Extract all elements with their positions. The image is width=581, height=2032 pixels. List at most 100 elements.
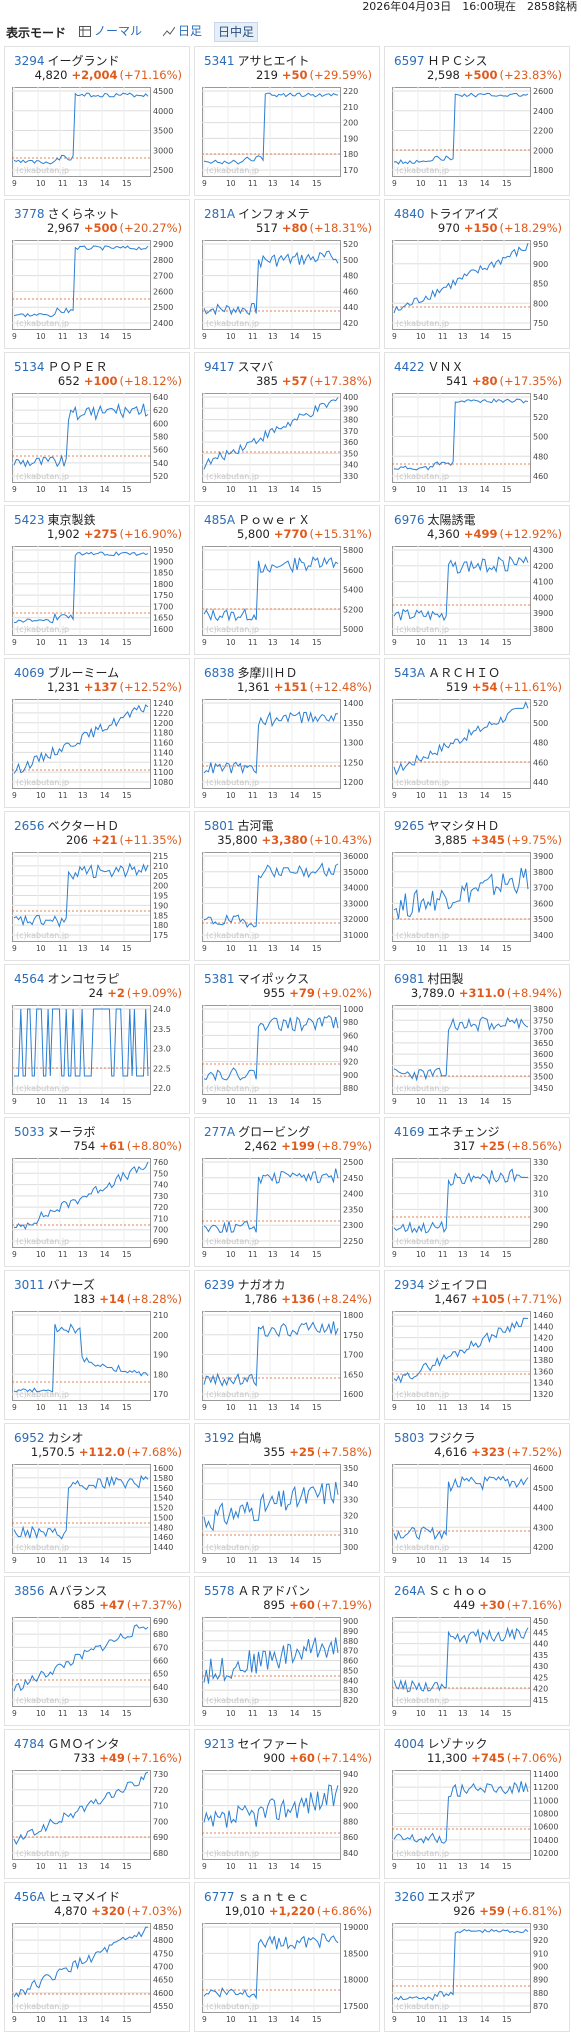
- stock-code-link[interactable]: 2934: [394, 1278, 425, 1292]
- intraday-chart[interactable]: 5800 5600 5400 5200 5000 9 10 11 13 14 15 (c)kabuta…: [202, 543, 374, 650]
- stock-name-link[interactable]: ＨＰＣシス: [427, 54, 488, 68]
- intraday-chart[interactable]: 1400 1350 1300 1250 1200 9 10 11 13 14 15 (c)kabuta…: [202, 696, 374, 803]
- stock-card[interactable]: 5341 アサヒエイト 219 +50 (+29.59%) 220 210 200 190 180…: [194, 46, 380, 196]
- stock-name-link[interactable]: グロービング: [238, 1125, 311, 1139]
- intraday-chart[interactable]: 1000 980 960 940 920 900 880 9 10 11 13 14 15 (c)kabu…: [202, 1002, 374, 1109]
- stock-code-link[interactable]: 456A: [14, 1890, 46, 1904]
- stock-code-link[interactable]: 6981: [394, 972, 425, 986]
- intraday-chart[interactable]: 350 340 330 320 310 300 9 10 11 13 14 15 (c)kabutan.…: [202, 1461, 374, 1568]
- stock-code-link[interactable]: 4069: [14, 666, 45, 680]
- stock-card[interactable]: 485A ＰｏｗｅｒＸ 5,800 +770 (+15.31%) 5800 5600 5400…: [194, 505, 380, 655]
- stock-name-link[interactable]: ＶＮＸ: [427, 360, 464, 374]
- stock-card[interactable]: 5578 ＡＲアドバン 895 +60 (+7.19%) 900 890 880 870 860 8…: [194, 1576, 380, 1726]
- stock-name-link[interactable]: エスポア: [427, 1890, 476, 1904]
- stock-card[interactable]: 9213 セイファート 900 +60 (+7.14%) 940 920 900 880 860 8…: [194, 1729, 380, 1879]
- stock-card[interactable]: 4004 レゾナック 11,300 +745 (+7.06%) 11400 11200 110…: [384, 1729, 570, 1879]
- intraday-chart[interactable]: 540 520 500 480 460 9 10 11 13 14 15 (c)kabutan.jp: [392, 390, 564, 497]
- stock-card[interactable]: 9265 ヤマシタＨＤ 3,885 +345 (+9.75%) 3900 3800 3700 3…: [384, 811, 570, 961]
- stock-name-link[interactable]: ベクターＨＤ: [47, 819, 120, 833]
- stock-code-link[interactable]: 264A: [394, 1584, 426, 1598]
- stock-name-link[interactable]: ブルーミーム: [47, 666, 120, 680]
- stock-name-link[interactable]: スマバ: [237, 360, 274, 374]
- stock-code-link[interactable]: 5341: [204, 54, 235, 68]
- stock-code-link[interactable]: 5423: [14, 513, 45, 527]
- stock-card[interactable]: 4564 オンコセラピ 24 +2 (+9.09%) 24.0 23.5 23.0 22.5 22…: [4, 964, 190, 1114]
- stock-name-link[interactable]: フジクラ: [427, 1431, 476, 1445]
- stock-name-link[interactable]: ＡＲＣＨＩＯ: [428, 666, 501, 680]
- stock-card[interactable]: 2656 ベクターＨＤ 206 +21 (+11.35%) 215 210 205 200 195…: [4, 811, 190, 961]
- stock-name-link[interactable]: ヒュマメイド: [48, 1890, 121, 1904]
- normal-mode-button[interactable]: ノーマル: [76, 22, 145, 40]
- stock-code-link[interactable]: 5134: [14, 360, 45, 374]
- intraday-chart[interactable]: 1950 1900 1850 1800 1750 1700 1650 1600 9 10 11 13 1…: [12, 543, 184, 650]
- stock-code-link[interactable]: 3778: [14, 207, 45, 221]
- stock-card[interactable]: 6777 ｓａｎｔｅｃ 19,010 +1,220 (+6.86%) 19000 18500…: [194, 1882, 380, 2032]
- stock-card[interactable]: 6981 村田製 3,789.0 +311.0 (+8.94%) 3800 3750 3700…: [384, 964, 570, 1114]
- stock-name-link[interactable]: 太陽誘電: [427, 513, 476, 527]
- stock-code-link[interactable]: 6777: [204, 1890, 235, 1904]
- stock-code-link[interactable]: 4004: [394, 1737, 425, 1751]
- stock-card[interactable]: 3192 白鳩 355 +25 (+7.58%) 350 340 330 320 310 300 9 1…: [194, 1423, 380, 1573]
- intraday-chart[interactable]: 1800 1750 1700 1650 1600 9 10 11 13 14 15 (c)kabuta…: [202, 1308, 374, 1415]
- intraday-chart[interactable]: 4500 4000 3500 3000 2500 9 10 11 13 14 15 (c)kabuta…: [12, 84, 184, 191]
- stock-name-link[interactable]: さくらネット: [47, 207, 120, 221]
- stock-card[interactable]: 5423 東京製鉄 1,902 +275 (+16.90%) 1950 1900 1850 18…: [4, 505, 190, 655]
- stock-name-link[interactable]: オンコセラピ: [47, 972, 120, 986]
- stock-card[interactable]: 543A ＡＲＣＨＩＯ 519 +54 (+11.61%) 520 500 480 460 440…: [384, 658, 570, 808]
- stock-name-link[interactable]: アサヒエイト: [237, 54, 310, 68]
- stock-name-link[interactable]: インフォメテ: [238, 207, 310, 221]
- stock-card[interactable]: 281A インフォメテ 517 +80 (+18.31%) 520 500 480 460 440…: [194, 199, 380, 349]
- stock-name-link[interactable]: 古河電: [237, 819, 274, 833]
- stock-name-link[interactable]: Ａバランス: [47, 1584, 108, 1598]
- intraday-chart[interactable]: 950 900 850 800 750 9 10 11 13 14 15 (c)kabutan.jp: [392, 237, 564, 344]
- intraday-chart[interactable]: 2900 2800 2700 2600 2500 2400 9 10 11 13 14 15 (c)ka…: [12, 237, 184, 344]
- stock-card[interactable]: 4784 ＧＭＯインタ 733 +49 (+7.16%) 730 720 710 700 690 6…: [4, 1729, 190, 1879]
- stock-name-link[interactable]: ＧＭＯインタ: [47, 1737, 120, 1751]
- stock-card[interactable]: 3294 イーグランド 4,820 +2,004 (+71.16%) 4500 4000 35…: [4, 46, 190, 196]
- intraday-chart[interactable]: 730 720 710 700 690 680 9 10 11 13 14 15 (c)kabutan.…: [12, 1767, 184, 1874]
- stock-name-link[interactable]: トライアイズ: [427, 207, 499, 221]
- stock-name-link[interactable]: エネチェンジ: [427, 1125, 500, 1139]
- stock-card[interactable]: 456A ヒュマメイド 4,870 +320 (+7.03%) 4850 4800 4750 4…: [4, 1882, 190, 2032]
- stock-name-link[interactable]: マイポックス: [237, 972, 310, 986]
- stock-name-link[interactable]: ジェイフロ: [427, 1278, 488, 1292]
- stock-name-link[interactable]: セイファート: [237, 1737, 310, 1751]
- stock-name-link[interactable]: ＰｏｗｅｒＸ: [238, 513, 311, 527]
- stock-name-link[interactable]: 多摩川ＨＤ: [237, 666, 298, 680]
- intraday-chart[interactable]: 330 320 310 300 290 280 9 10 11 13 14 15 (c)kabutan.…: [392, 1155, 564, 1262]
- intraday-chart[interactable]: 640 620 600 580 560 540 520 9 10 11 13 14 15 (c)kabut…: [12, 390, 184, 497]
- stock-code-link[interactable]: 5033: [14, 1125, 45, 1139]
- stock-name-link[interactable]: ｓａｎｔｅｃ: [237, 1890, 310, 1904]
- stock-code-link[interactable]: 3011: [14, 1278, 45, 1292]
- intraday-chart[interactable]: 4850 4800 4750 4700 4650 4600 4550 9 10 11 13 14 15 (…: [12, 1920, 184, 2027]
- stock-code-link[interactable]: 9417: [204, 360, 235, 374]
- stock-name-link[interactable]: 東京製鉄: [47, 513, 96, 527]
- intraday-chart[interactable]: 520 500 480 460 440 9 10 11 13 14 15 (c)kabutan.jp: [392, 696, 564, 803]
- stock-code-link[interactable]: 5381: [204, 972, 235, 986]
- stock-code-link[interactable]: 6976: [394, 513, 425, 527]
- intraday-chart[interactable]: 400 390 380 370 360 350 340 330 9 10 11 13 14 15 (c)ka…: [202, 390, 374, 497]
- stock-name-link[interactable]: 白鳩: [237, 1431, 262, 1445]
- stock-card[interactable]: 5134 ＰＯＰＥＲ 652 +100 (+18.12%) 640 620 600 580 560…: [4, 352, 190, 502]
- stock-card[interactable]: 6597 ＨＰＣシス 2,598 +500 (+23.83%) 2600 2400 2200 2…: [384, 46, 570, 196]
- intraday-chart[interactable]: 520 500 480 460 440 420 9 10 11 13 14 15 (c)kabutan.…: [202, 237, 374, 344]
- intraday-chart[interactable]: 24.0 23.5 23.0 22.5 22.0 9 10 11 13 14 15 (c)kabuta…: [12, 1002, 184, 1109]
- intraday-chart[interactable]: 4600 4500 4400 4300 4200 9 10 11 13 14 15 (c)kabuta…: [392, 1461, 564, 1568]
- stock-code-link[interactable]: 5801: [204, 819, 235, 833]
- intraday-chart[interactable]: 19000 18500 18000 17500 9 10 11 13 14 15 (c)kabuta…: [202, 1920, 374, 2027]
- stock-card[interactable]: 5381 マイポックス 955 +79 (+9.02%) 1000 980 960 940 920…: [194, 964, 380, 1114]
- stock-name-link[interactable]: ヌーラボ: [47, 1125, 96, 1139]
- stock-card[interactable]: 2934 ジェイフロ 1,467 +105 (+7.71%) 1460 1440 1420 14…: [384, 1270, 570, 1420]
- stock-code-link[interactable]: 4564: [14, 972, 45, 986]
- stock-card[interactable]: 4169 エネチェンジ 317 +25 (+8.56%) 330 320 310 300 290 2…: [384, 1117, 570, 1267]
- stock-card[interactable]: 4069 ブルーミーム 1,231 +137 (+12.52%) 1240 1220 1200…: [4, 658, 190, 808]
- stock-code-link[interactable]: 9265: [394, 819, 425, 833]
- stock-card[interactable]: 4840 トライアイズ 970 +150 (+18.29%) 950 900 850 800 75…: [384, 199, 570, 349]
- intraday-chart[interactable]: 11400 11200 11000 10800 10600 10400 10200 9 10 11…: [392, 1767, 564, 1874]
- intraday-chart[interactable]: 450 445 440 435 430 425 420 415 9 10 11 13 14 15 (c)ka…: [392, 1614, 564, 1721]
- stock-code-link[interactable]: 6838: [204, 666, 235, 680]
- stock-code-link[interactable]: 5803: [394, 1431, 425, 1445]
